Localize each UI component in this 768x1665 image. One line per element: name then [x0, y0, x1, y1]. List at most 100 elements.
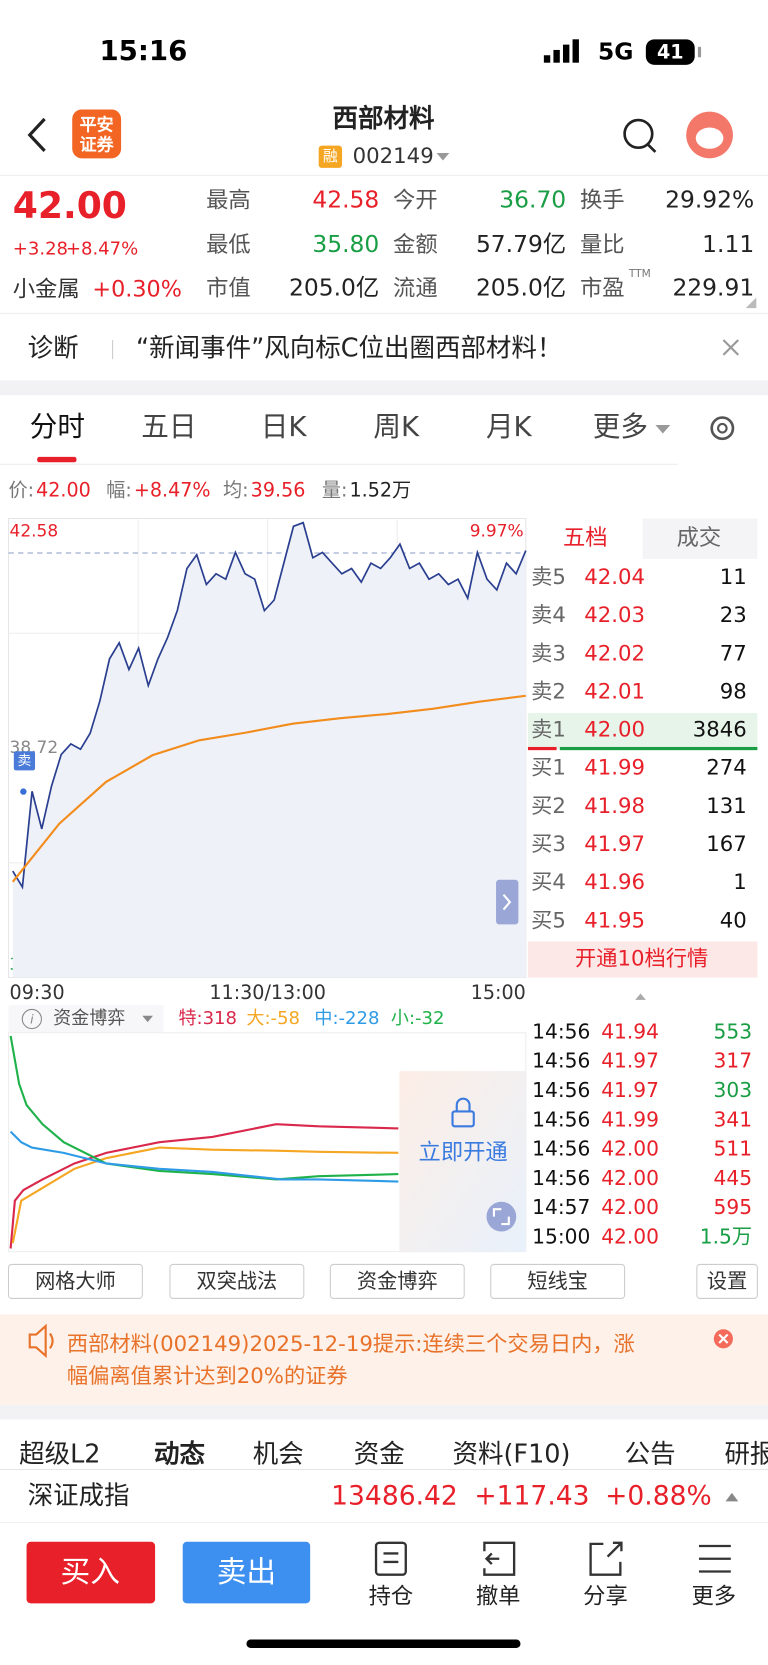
dropdown[interactable]: [436, 153, 450, 161]
x-tick-label: 11:30/13:00: [209, 981, 326, 1004]
section-tab[interactable]: 动态: [154, 1440, 205, 1470]
signal: [543, 39, 579, 63]
tool-button[interactable]: [696, 1263, 758, 1299]
tool-button[interactable]: [490, 1263, 626, 1299]
fund-item: 小:-32: [391, 1008, 445, 1029]
fund-item: 大:-58: [246, 1008, 300, 1029]
trade-price: 41.97: [601, 1078, 659, 1102]
trade-volume: 1.5万: [700, 1225, 752, 1249]
stat-label: 量比: [580, 232, 625, 258]
book-label: 买3: [531, 832, 566, 857]
book-price: 41.99: [584, 756, 645, 781]
badge: [318, 145, 343, 168]
tab[interactable]: 日K: [261, 410, 308, 443]
highlight: [527, 712, 758, 750]
pct-label: 9.97%: [470, 521, 524, 541]
book-tab[interactable]: 成交: [677, 525, 722, 551]
diagnosis-text[interactable]: “新闻事件”风向标C位出圈西部材料！: [136, 334, 562, 364]
section-tab[interactable]: 资金: [354, 1440, 405, 1470]
stat-sup: TTM: [628, 267, 651, 280]
section-tabs: 超级L2 动态 机会 资金 资料(F10) 公告 研报: [19, 1440, 768, 1470]
search[interactable]: [623, 118, 654, 150]
trade-marker-text: 卖: [18, 753, 32, 769]
tool-button[interactable]: [169, 1263, 305, 1299]
action-label[interactable]: 更多: [692, 1583, 737, 1609]
book-volume: 131: [706, 794, 747, 819]
book-label: 卖2: [531, 679, 566, 704]
book-price: 42.02: [584, 641, 645, 666]
book-label: 卖5: [531, 565, 566, 590]
stat-label: 市盈: [580, 276, 625, 302]
tools: 网格大师 双突战法 资金博弈 短线宝 设置: [7, 1263, 758, 1299]
sell[interactable]: [182, 1541, 311, 1604]
section-tab[interactable]: 资料(F10): [453, 1440, 571, 1470]
tool-button[interactable]: [7, 1263, 143, 1299]
actions: 持仓 撤单 分享 更多: [369, 1583, 737, 1609]
trade-volume: 595: [714, 1195, 753, 1219]
tool-button[interactable]: [329, 1263, 465, 1299]
title: 西部材料: [333, 104, 435, 134]
trade-volume: 341: [714, 1107, 753, 1131]
tabs: 分时 五日 日K 周K 月K 更多: [30, 410, 648, 443]
tool-label: 短线宝: [527, 1269, 588, 1293]
x-tick-label: 09:30: [10, 981, 65, 1004]
tab[interactable]: 周K: [373, 410, 420, 443]
notice-line: 幅偏离值累计达到20%的证券: [67, 1364, 348, 1389]
book-volume: 274: [706, 756, 747, 781]
trade-price: 42.00: [601, 1195, 659, 1219]
action-label[interactable]: 持仓: [369, 1583, 414, 1609]
tab[interactable]: 分时: [30, 410, 85, 443]
close[interactable]: [722, 339, 740, 356]
buy[interactable]: [26, 1541, 156, 1604]
battery-level: 41: [657, 41, 684, 64]
trade-time: 14:56: [532, 1107, 590, 1131]
index-name: 深证成指: [28, 1481, 130, 1511]
trade-time: 14:57: [532, 1195, 590, 1219]
expand-arrow[interactable]: [496, 879, 519, 925]
trade-time: 14:56: [532, 1166, 590, 1190]
chart: 42.5838.7234.869.97%-9.97%09:3011:30/13:…: [8, 521, 527, 1004]
unlock[interactable]: 立即开通: [419, 1139, 508, 1165]
tab[interactable]: 更多: [593, 410, 648, 443]
trade-time: 14:56: [532, 1137, 590, 1161]
book-tab[interactable]: 五档: [563, 525, 608, 551]
notice: [0, 1314, 768, 1405]
upgrade[interactable]: 开通10档行情: [575, 946, 708, 971]
index-change: +117.43: [474, 1481, 589, 1512]
stat-label: 今开: [393, 187, 438, 213]
action-label[interactable]: 分享: [583, 1583, 628, 1609]
book-volume: 98: [720, 679, 747, 704]
tab-bg: [642, 518, 758, 559]
index-arrow[interactable]: [725, 1492, 739, 1502]
battery-tip: [697, 46, 702, 58]
tab[interactable]: 五日: [141, 410, 196, 443]
speaker-wave: [49, 1332, 54, 1349]
trade-volume: 553: [714, 1019, 753, 1043]
book-volume: 23: [720, 603, 747, 628]
sector: 小金属: [13, 277, 80, 303]
index-bar: [0, 1469, 768, 1523]
action-label[interactable]: 撤单: [476, 1583, 521, 1609]
settings-inner: [717, 422, 728, 434]
trade-dot: [20, 788, 27, 795]
tab-indicator: [37, 456, 77, 463]
fullscreen-glyph: [492, 1208, 510, 1226]
upgrade-bg[interactable]: [527, 941, 758, 978]
trade-time: 14:56: [532, 1078, 590, 1102]
back[interactable]: [27, 117, 46, 152]
change: +3.28: [13, 239, 68, 260]
tab[interactable]: 月K: [486, 410, 533, 443]
section-tab[interactable]: 研报: [724, 1440, 768, 1470]
trade-time: 14:56: [532, 1049, 590, 1073]
y-tick-label: 42.58: [10, 521, 59, 541]
fullscreen[interactable]: [486, 1201, 517, 1232]
tool-label: 双突战法: [197, 1269, 278, 1293]
search-handle: [647, 143, 657, 153]
settings[interactable]: [710, 416, 735, 441]
section-tab[interactable]: 机会: [253, 1440, 304, 1470]
section-tab[interactable]: 超级L2: [19, 1440, 100, 1470]
sell-label: 卖出: [217, 1555, 276, 1590]
trade-volume: 511: [714, 1137, 753, 1161]
section-tab[interactable]: 公告: [625, 1440, 676, 1470]
line: [11, 694, 526, 883]
